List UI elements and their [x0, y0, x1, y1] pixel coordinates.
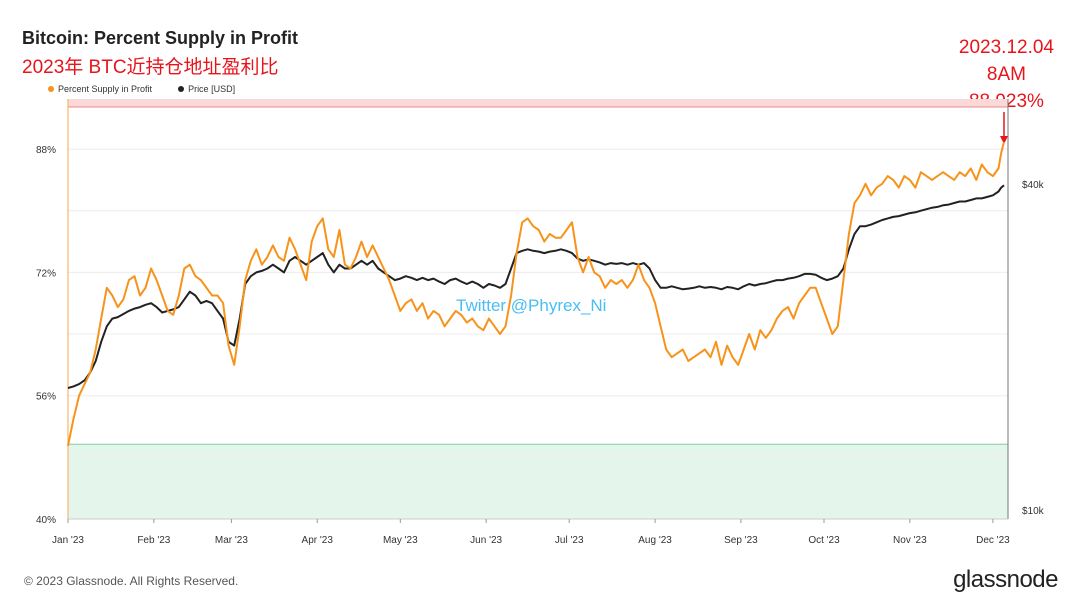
glassnode-logo: glassnode [953, 566, 1058, 593]
annotation-time: 8AM [986, 64, 1026, 85]
legend-dot-icon [48, 86, 54, 92]
x-tick-label: Aug '23 [638, 535, 672, 546]
copyright-footer: © 2023 Glassnode. All Rights Reserved. [24, 574, 239, 588]
x-tick-label: Oct '23 [808, 535, 840, 546]
supply-in-profit-line [67, 141, 1005, 446]
legend-dot-icon [178, 86, 185, 92]
x-tick-label: Sep '23 [724, 535, 758, 546]
x-tick-label: Jul '23 [555, 535, 584, 546]
chart-title: Bitcoin: Percent Supply in Profit [22, 28, 299, 48]
legend-item-price[interactable]: Price [USD] [178, 84, 235, 94]
x-tick-label: Mar '23 [215, 535, 248, 546]
x-tick-label: Jan '23 [52, 535, 84, 546]
y-right-tick-label: $40k [1022, 180, 1045, 191]
x-tick-label: Jun '23 [470, 535, 502, 546]
y-tick-label: 88% [36, 145, 56, 156]
chart-subtitle: 2023年 BTC近持仓地址盈利比 [22, 57, 279, 78]
upper-band [68, 99, 1008, 107]
y-tick-label: 56% [36, 392, 56, 403]
chart-legend: Percent Supply in Profit Price [USD] [48, 84, 235, 94]
lower-band [68, 444, 1008, 519]
annotation-date: 2023.12.04 [958, 37, 1054, 58]
x-tick-label: May '23 [383, 535, 418, 546]
x-tick-label: Apr '23 [302, 535, 334, 546]
price-line [67, 184, 1005, 389]
watermark: Twitter @Phyrex_Ni [456, 296, 607, 315]
down-arrow-icon [1000, 112, 1008, 144]
x-tick-label: Nov '23 [893, 535, 927, 546]
y-tick-label: 40% [36, 515, 56, 526]
legend-label: Percent Supply in Profit [58, 84, 153, 94]
y-right-tick-label: $10k [1022, 506, 1045, 517]
x-tick-label: Dec '23 [976, 535, 1010, 546]
x-tick-label: Feb '23 [137, 535, 170, 546]
y-tick-label: 72% [36, 268, 56, 279]
legend-label: Price [USD] [188, 84, 236, 94]
legend-item-supply-in-profit[interactable]: Percent Supply in Profit [48, 84, 152, 94]
